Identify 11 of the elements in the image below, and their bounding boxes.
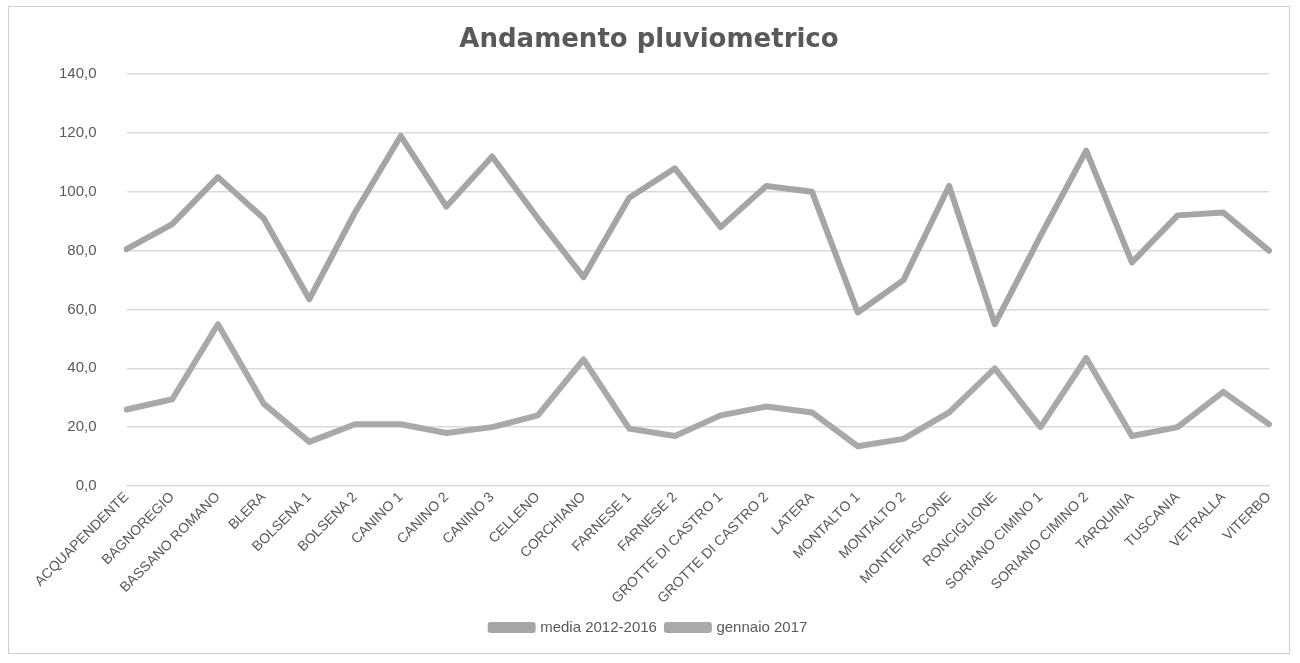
legend-label: gennaio 2017: [716, 617, 808, 635]
y-tick-label: 80,0: [67, 240, 97, 258]
legend-label: media 2012-2016: [540, 617, 657, 635]
chart-title: Andamento pluviometrico: [459, 23, 839, 54]
y-tick-label: 120,0: [58, 123, 97, 141]
y-tick-label: 60,0: [67, 299, 97, 317]
y-tick-label: 20,0: [67, 417, 97, 435]
y-tick-label: 40,0: [67, 358, 97, 376]
y-tick-label: 100,0: [58, 181, 97, 199]
y-tick-label: 0,0: [75, 476, 97, 494]
y-tick-label: 140,0: [58, 64, 97, 82]
